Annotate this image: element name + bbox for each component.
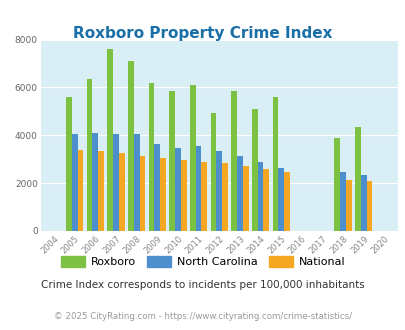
Bar — [133, 134, 139, 231]
Bar — [169, 91, 175, 231]
Text: Roxboro Property Crime Index: Roxboro Property Crime Index — [73, 26, 332, 41]
Bar — [98, 151, 104, 231]
Bar — [231, 91, 237, 231]
Bar — [354, 127, 360, 231]
Bar — [72, 134, 77, 231]
Bar — [339, 172, 345, 231]
Bar — [272, 97, 277, 231]
Bar — [154, 144, 160, 231]
Bar — [77, 150, 83, 231]
Bar — [263, 169, 269, 231]
Bar — [334, 138, 339, 231]
Bar — [128, 61, 133, 231]
Bar — [360, 175, 366, 231]
Bar — [345, 180, 351, 231]
Bar — [277, 168, 284, 231]
Bar — [242, 166, 248, 231]
Bar — [113, 134, 119, 231]
Bar — [201, 162, 207, 231]
Bar — [66, 97, 72, 231]
Bar — [366, 181, 371, 231]
Bar — [160, 158, 166, 231]
Bar — [92, 133, 98, 231]
Bar — [148, 83, 154, 231]
Bar — [119, 153, 124, 231]
Bar — [222, 163, 227, 231]
Bar — [195, 146, 201, 231]
Bar — [107, 49, 113, 231]
Bar — [237, 156, 242, 231]
Bar — [210, 113, 216, 231]
Bar — [86, 79, 92, 231]
Bar — [175, 148, 180, 231]
Legend: Roxboro, North Carolina, National: Roxboro, North Carolina, National — [56, 251, 349, 271]
Bar — [190, 85, 195, 231]
Bar — [180, 160, 186, 231]
Bar — [251, 109, 257, 231]
Text: © 2025 CityRating.com - https://www.cityrating.com/crime-statistics/: © 2025 CityRating.com - https://www.city… — [54, 312, 351, 321]
Bar — [284, 172, 289, 231]
Text: Crime Index corresponds to incidents per 100,000 inhabitants: Crime Index corresponds to incidents per… — [41, 280, 364, 290]
Bar — [257, 162, 263, 231]
Bar — [216, 151, 222, 231]
Bar — [139, 156, 145, 231]
